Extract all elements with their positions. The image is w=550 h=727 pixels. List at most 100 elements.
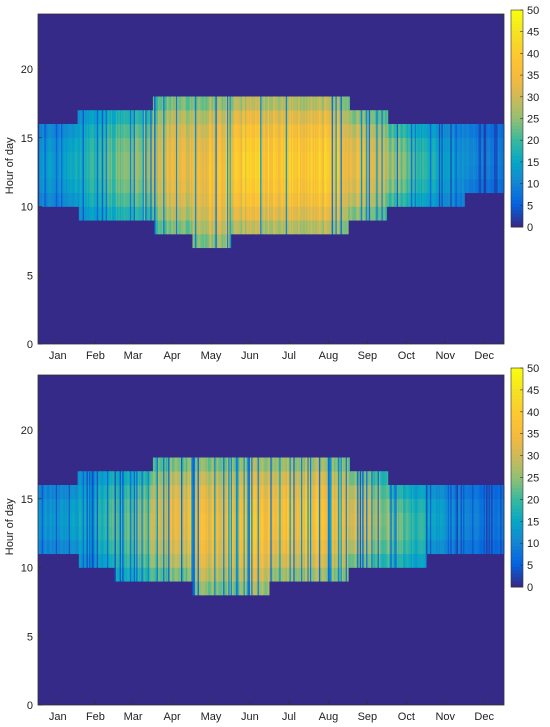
heatmap-cell [274,498,276,513]
heatmap-cell [440,179,442,194]
heatmap-cell [334,137,336,152]
heatmap-cell [40,137,43,152]
heatmap-cell [329,206,331,221]
heatmap-cell [280,567,283,582]
heatmap-cell [50,124,53,139]
heatmap-cell [478,137,481,152]
heatmap-cell [292,220,294,235]
heatmap-cell [159,165,161,180]
heatmap-cell [75,512,77,527]
heatmap-cell [55,512,58,527]
colorbar-segment [511,84,523,89]
heatmap-cell [132,192,135,207]
heatmap-cell [312,498,315,513]
heatmap-cell [294,192,297,207]
heatmap-cell [280,151,283,166]
heatmap-cell [127,512,130,527]
heatmap-cell [195,96,197,111]
heatmap-cell [247,471,250,486]
heatmap-cell [219,512,221,527]
heatmap-cell [209,471,211,486]
heatmap-cell [210,567,213,582]
heatmap-cell [119,485,122,500]
heatmap-cell [295,110,298,125]
heatmap-cell [265,179,267,194]
heatmap-cell [96,124,99,139]
heatmap-cell [265,498,267,513]
heatmap-cell [186,471,188,486]
heatmap-cell [140,151,142,166]
heatmap-cell [290,179,293,194]
heatmap-cell [358,137,361,152]
heatmap-cell [421,192,423,207]
heatmap-cell [110,110,113,125]
heatmap-cell [260,581,262,596]
heatmap-cell [210,110,213,125]
heatmap-cell [413,124,416,139]
heatmap-cell [170,485,173,500]
heatmap-cell [357,192,359,207]
heatmap-cell [423,192,426,207]
heatmap-cell [81,498,84,513]
heatmap-cell [441,192,444,207]
heatmap-cell [272,179,275,194]
heatmap-cell [267,179,270,194]
heatmap-cell [78,471,81,486]
heatmap-cell [182,498,184,513]
heatmap-cell [308,485,311,500]
heatmap-cell [438,165,441,180]
heatmap-cell [338,220,340,235]
heatmap-cell [197,179,200,194]
heatmap-cell [301,512,303,527]
heatmap-cell [161,151,164,166]
heatmap-cell [376,165,379,180]
heatmap-cell [303,165,306,180]
heatmap-cell [206,485,209,500]
heatmap-cell [303,553,306,568]
heatmap-cell [96,192,99,207]
heatmap-cell [57,498,59,513]
colorbar-tick-label: 0 [527,222,533,234]
heatmap-cell [108,151,110,166]
heatmap-cell [187,498,190,513]
heatmap-cell [169,137,172,152]
heatmap-cell [265,124,267,139]
heatmap-cell [85,179,87,194]
heatmap-cell [214,179,216,194]
heatmap-cell [211,137,214,152]
heatmap-cell [299,137,302,152]
heatmap-cell [255,206,257,221]
heatmap-cell [41,124,44,139]
heatmap-cell [496,151,499,166]
heatmap-cell [127,471,130,486]
heatmap-cell [39,526,41,541]
heatmap-cell [151,151,154,166]
heatmap-cell [285,540,288,555]
heatmap-cell [142,124,145,139]
heatmap-cell [146,192,149,207]
heatmap-cell [285,512,288,527]
heatmap-cell [104,471,107,486]
heatmap-cell [90,471,93,486]
heatmap-cell [41,179,44,194]
heatmap-cell [401,192,404,207]
heatmap-cell [146,165,149,180]
heatmap-cell [230,206,233,221]
heatmap-cell [87,192,90,207]
heatmap-cell [344,192,347,207]
heatmap-cell [233,179,236,194]
heatmap-cell [255,137,257,152]
heatmap-cell [262,553,265,568]
heatmap-cell [284,179,287,194]
heatmap-cell [272,485,275,500]
heatmap-cell [49,165,52,180]
heatmap-cell [316,192,318,207]
heatmap-cell [80,526,82,541]
heatmap-cell [249,206,252,221]
heatmap-cell [120,137,123,152]
heatmap-cell [313,567,316,582]
heatmap-cell [265,206,267,221]
heatmap-cell [290,110,293,125]
heatmap-cell [235,526,238,541]
heatmap-cell [304,526,307,541]
